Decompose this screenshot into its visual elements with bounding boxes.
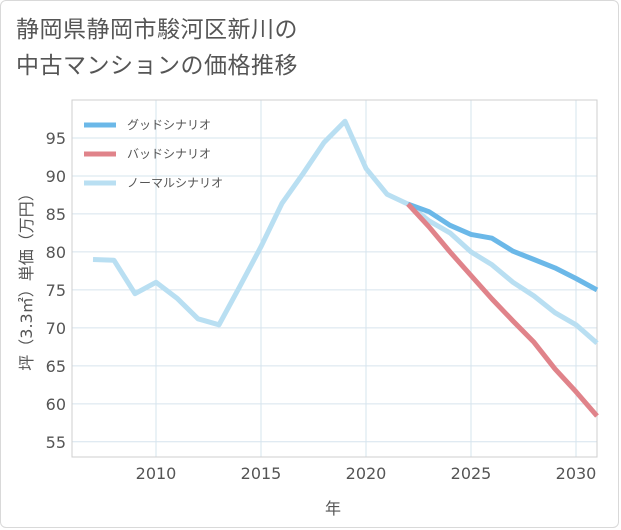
legend-label-0: グッドシナリオ	[127, 118, 211, 132]
y-tick-55: 55	[46, 433, 66, 452]
y-tick-labels: 55 60 65 70 75 80 85 90 95	[46, 129, 66, 452]
x-tick-2025: 2025	[451, 464, 492, 483]
series-line-1	[406, 202, 599, 418]
y-tick-90: 90	[46, 167, 66, 186]
y-tick-65: 65	[46, 357, 66, 376]
chart-title: 静岡県静岡市駿河区新川の 中古マンションの価格推移	[16, 12, 298, 84]
x-tick-labels: 2010 2015 2020 2025 2030	[136, 464, 597, 483]
y-tick-80: 80	[46, 243, 66, 262]
y-tick-75: 75	[46, 281, 66, 300]
y-tick-70: 70	[46, 319, 66, 338]
plot-area-border	[71, 99, 598, 458]
x-tick-2010: 2010	[136, 464, 177, 483]
chart-title-line1: 静岡県静岡市駿河区新川の	[16, 17, 298, 43]
y-tick-85: 85	[46, 205, 66, 224]
series-lines	[92, 118, 599, 418]
series-line-2	[92, 118, 599, 345]
x-tick-2015: 2015	[241, 464, 282, 483]
x-axis-label: 年	[325, 499, 341, 518]
y-tick-60: 60	[46, 395, 66, 414]
x-tick-2030: 2030	[556, 464, 597, 483]
series-line-0	[407, 201, 599, 293]
legend-label-1: バッドシナリオ	[127, 147, 211, 161]
x-tick-2020: 2020	[346, 464, 387, 483]
y-tick-95: 95	[46, 129, 66, 148]
chart-title-line2: 中古マンションの価格推移	[16, 53, 298, 79]
y-axis-label: 坪（3.3㎡）単価（万円）	[17, 185, 36, 370]
legend-label-2: ノーマルシナリオ	[127, 176, 223, 190]
